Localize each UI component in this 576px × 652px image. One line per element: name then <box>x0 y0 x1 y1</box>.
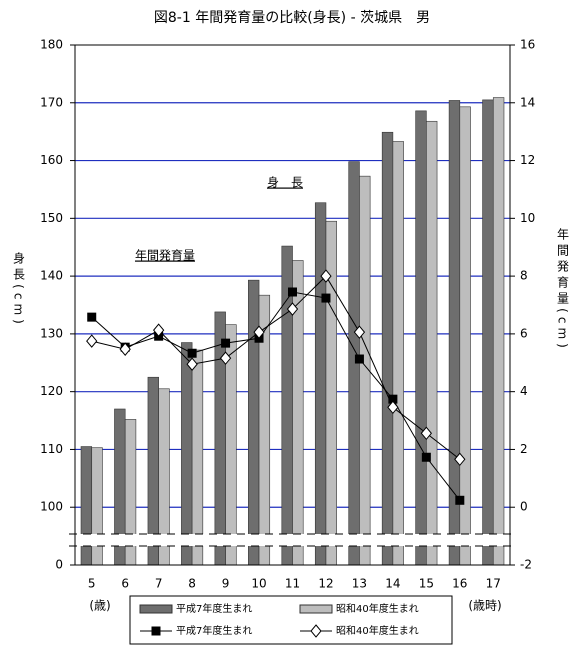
marker <box>320 269 332 283</box>
x-tick-label: 14 <box>385 577 400 591</box>
y-tick-label: 140 <box>40 269 63 283</box>
y2-tick-label: 8 <box>520 269 528 283</box>
bar <box>415 110 427 566</box>
x-tick-label: 9 <box>222 577 230 591</box>
marker <box>353 325 366 339</box>
marker <box>387 400 399 415</box>
bar <box>392 141 404 566</box>
marker <box>219 351 232 365</box>
axis-break <box>69 534 516 546</box>
marker <box>420 426 432 441</box>
marker <box>186 357 198 372</box>
bar <box>448 100 461 566</box>
y2-tick-label: 10 <box>520 211 535 225</box>
legend-swatch <box>139 604 173 614</box>
plot-frame <box>74 44 511 566</box>
legend-box <box>129 595 453 645</box>
x-tick-label: 16 <box>452 577 467 591</box>
y2-tick-label: 2 <box>520 442 528 456</box>
legend-label: 昭和40年度生まれ <box>336 624 419 637</box>
y2-tick-label: -2 <box>520 558 532 572</box>
y2-tick-label: 14 <box>520 95 535 109</box>
bar <box>426 120 438 566</box>
y2-tick-label: 6 <box>520 326 528 340</box>
legend-swatch <box>299 604 333 614</box>
annotation: 身 長 <box>267 175 303 190</box>
x-tick-label: 13 <box>352 577 367 591</box>
marker <box>454 452 466 467</box>
y-axis-label: 身長(cm) <box>12 251 26 328</box>
y2-tick-label: 12 <box>520 153 535 167</box>
bar <box>492 97 505 566</box>
bar <box>191 349 204 566</box>
line <box>91 275 461 460</box>
bar <box>80 446 93 566</box>
y-tick-label: 100 <box>40 500 63 514</box>
x-tick-label: 10 <box>251 577 266 591</box>
x-tick-label: 11 <box>285 577 300 591</box>
marker <box>253 325 265 339</box>
y-tick-label: 180 <box>40 38 63 52</box>
bar <box>248 279 260 566</box>
y-tick-label: 130 <box>40 326 63 340</box>
bar <box>91 447 103 566</box>
x-unit-label: (歳) <box>89 599 110 613</box>
legend-label: 昭和40年度生まれ <box>336 602 419 615</box>
x-tick-label: 7 <box>155 577 163 591</box>
bar <box>482 99 494 566</box>
bar <box>181 342 193 566</box>
marker <box>119 342 131 356</box>
y2-axis-label: 年間発育量(cm) <box>556 228 570 352</box>
y-tick-label: 160 <box>40 153 63 167</box>
y-tick-label: 120 <box>40 384 63 398</box>
x-unit-label: (歳時) <box>468 599 501 613</box>
marker <box>87 312 97 322</box>
y-tick-label: 170 <box>40 95 63 109</box>
marker <box>153 323 165 337</box>
marker <box>221 338 231 348</box>
marker <box>151 626 161 636</box>
x-tick-label: 6 <box>121 577 129 591</box>
marker <box>310 624 322 638</box>
y2-tick-label: 4 <box>520 384 528 398</box>
x-tick-label: 8 <box>188 577 196 591</box>
x-tick-label: 15 <box>419 577 434 591</box>
bar <box>381 131 394 566</box>
y-tick-label: 110 <box>40 442 63 456</box>
x-tick-label: 12 <box>318 577 333 591</box>
marker <box>86 334 98 348</box>
marker <box>321 293 331 303</box>
legend-label: 平成7年度生まれ <box>176 624 252 637</box>
marker <box>288 287 297 297</box>
marker <box>455 495 465 505</box>
marker <box>388 394 398 404</box>
marker <box>187 348 197 358</box>
x-tick-label: 5 <box>88 577 96 591</box>
annotation: 年間発育量 <box>135 248 195 263</box>
chart-title: 図8-1 年間発育量の比較(身長) - 茨城県 男 <box>154 10 430 26</box>
bar <box>314 202 327 566</box>
y2-tick-label: 0 <box>520 500 528 514</box>
y-tick-label: 0 <box>55 558 63 572</box>
line <box>91 291 461 501</box>
legend-label: 平成7年度生まれ <box>176 602 252 615</box>
y2-tick-label: 16 <box>520 38 535 52</box>
y-tick-label: 150 <box>40 211 63 225</box>
marker <box>421 452 431 462</box>
x-tick-label: 17 <box>486 577 501 591</box>
bar <box>214 311 226 566</box>
marker <box>286 302 299 316</box>
marker <box>354 354 364 364</box>
